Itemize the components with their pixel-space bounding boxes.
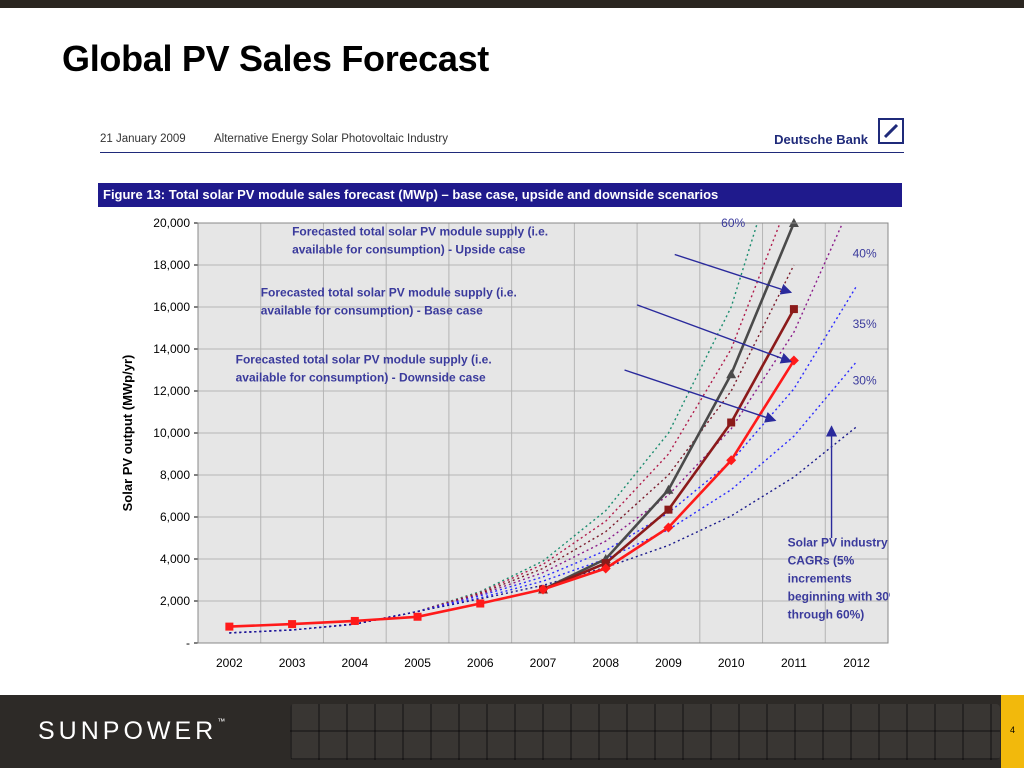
data-point-history: [225, 622, 234, 631]
annotation-text: Forecasted total solar PV module supply …: [261, 286, 517, 300]
page-number: 4: [1009, 725, 1015, 735]
y-tick-label: 10,000: [153, 426, 190, 440]
annotation-text: increments: [788, 571, 852, 585]
cagr-label: 40%: [853, 247, 877, 261]
x-tick-label: 2003: [279, 656, 306, 670]
annotation-text: beginning with 30%: [788, 589, 890, 603]
annotation-arrow: [674, 253, 793, 295]
y-tick-label: 14,000: [153, 342, 190, 356]
annotation-text: available for consumption) - Upside case: [292, 243, 526, 257]
deutsche-bank-logo-icon: [878, 118, 904, 144]
bank-name: Deutsche Bank: [774, 132, 868, 147]
data-point-downside: [600, 563, 611, 574]
data-point-history: [288, 620, 297, 629]
report-date: 21 January 2009: [100, 133, 186, 145]
data-point-history: [413, 612, 422, 621]
sunpower-logo: SUNPOWER™: [38, 717, 225, 746]
annotation-text: Forecasted total solar PV module supply …: [236, 353, 492, 367]
annotation-arrow: [636, 304, 793, 364]
y-tick-label: 20,000: [153, 216, 190, 230]
cagr-label: 30%: [853, 374, 877, 388]
data-point-base: [664, 505, 673, 514]
slide-title: Global PV Sales Forecast: [62, 38, 489, 79]
y-tick-label: 6,000: [160, 510, 190, 524]
annotations: 60% 40% 35% 30% Forecasted total solar PV mo…: [236, 216, 890, 621]
y-tick-label: 4,000: [160, 552, 190, 566]
annotation-arrow: [624, 369, 777, 423]
data-point-downside: [726, 455, 737, 466]
axes: - 2,000 4,000 6,000 8,000 10,000 12,000 14,000 1…: [120, 216, 889, 670]
logo-text: SUNPOWER: [38, 717, 218, 745]
y-axis-title: Solar PV output (MWp/yr): [120, 355, 135, 512]
x-tick-label: 2012: [843, 656, 870, 670]
series-line-cagr35: [229, 361, 858, 634]
data-point-upside: [726, 369, 737, 379]
cagr-label: 60%: [721, 216, 745, 230]
y-tick-label: 18,000: [153, 258, 190, 272]
data-point-history: [476, 599, 485, 608]
plot-border: [197, 222, 889, 644]
y-tick-label: 16,000: [153, 300, 190, 314]
page-number-box: 4: [1001, 695, 1024, 768]
data-point-upside: [663, 484, 674, 494]
data-point-history: [350, 616, 359, 625]
y-tick-label: -: [186, 636, 190, 650]
pv-sales-chart: - 2,000 4,000 6,000 8,000 10,000 12,000 14,000 1…: [120, 216, 890, 670]
y-tick-label: 2,000: [160, 594, 190, 608]
annotation-text: Forecasted total solar PV module supply …: [292, 225, 548, 239]
annotation-text: through 60%): [788, 607, 865, 621]
annotation-text: available for consumption) - Downside ca…: [236, 371, 486, 385]
x-tick-label: 2009: [655, 656, 682, 670]
x-tick-label: 2002: [216, 656, 243, 670]
annotation-text: CAGRs (5%: [788, 553, 855, 567]
data-point-downside: [538, 584, 548, 595]
series-line-cagr45: [229, 223, 844, 634]
x-tick-label: 2010: [718, 656, 745, 670]
solar-panel-image: [290, 704, 1000, 760]
data-point-base: [789, 305, 798, 314]
y-tick-label: 12,000: [153, 384, 190, 398]
data-point-base: [727, 418, 736, 427]
footer: SUNPOWER™ 4: [0, 695, 1024, 768]
report-header: 21 January 2009 Alternative Energy Solar…: [100, 118, 904, 153]
annotation-text: available for consumption) - Base case: [261, 304, 483, 318]
y-tick-label: 8,000: [160, 468, 190, 482]
x-tick-label: 2004: [341, 656, 368, 670]
data-point-base: [601, 559, 610, 568]
x-tick-label: 2007: [530, 656, 557, 670]
report-section: Alternative Energy Solar Photovoltaic In…: [214, 133, 448, 145]
figure-title: Figure 13: Total solar PV module sales f…: [98, 183, 902, 207]
x-tick-label: 2011: [781, 656, 807, 670]
x-tick-label: 2008: [592, 656, 619, 670]
trademark: ™: [217, 717, 226, 726]
series-line-history: [229, 588, 544, 628]
data-point-downside: [663, 522, 674, 533]
top-border: [0, 0, 1024, 8]
annotation-text: Solar PV industry: [788, 535, 888, 549]
x-tick-label: 2006: [467, 656, 494, 670]
cagr-label: 35%: [853, 317, 877, 331]
x-tick-label: 2005: [404, 656, 431, 670]
series-line-cagr60: [229, 223, 759, 634]
